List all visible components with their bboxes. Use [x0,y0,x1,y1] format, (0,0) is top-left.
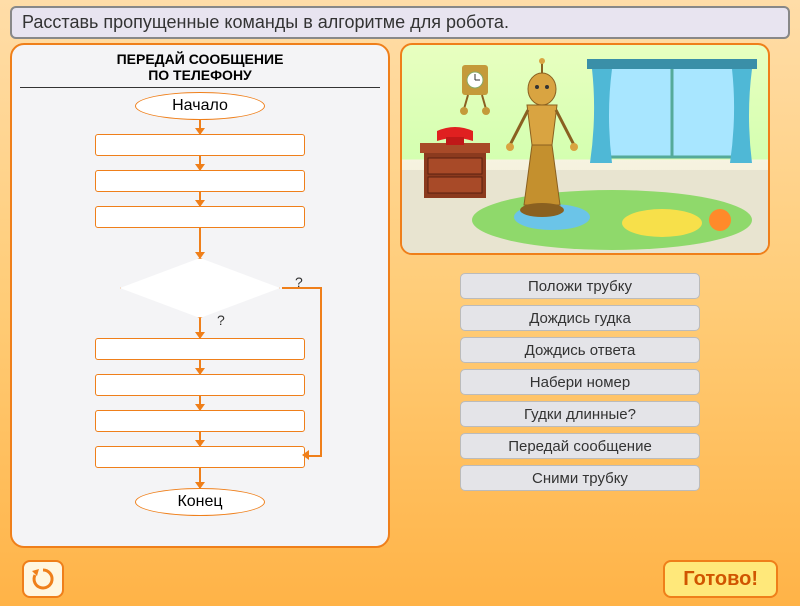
arrow [199,318,201,338]
done-label: Готово! [683,568,758,591]
main-area: ПЕРЕДАЙ СООБЩЕНИЕ ПО ТЕЛЕФОНУ Начало ? ? [0,43,800,553]
arrow [199,468,201,488]
scene-illustration [400,43,770,255]
arrow [199,228,201,258]
start-label: Начало [172,97,228,115]
command-item[interactable]: Сними трубку [460,465,700,491]
flow-header-line1: ПЕРЕДАЙ СООБЩЕНИЕ [24,51,376,67]
loop-line [308,455,322,457]
loop-line [320,287,322,457]
refresh-button[interactable] [22,560,64,598]
decision-node[interactable] [120,258,280,318]
arrow [199,360,201,374]
step-slot-2[interactable] [95,170,305,192]
end-label: Конец [177,493,222,511]
arrow [199,396,201,410]
loop-arrowhead [302,450,309,460]
step-slot-5[interactable] [95,374,305,396]
start-node: Начало [135,92,265,120]
arrow [199,156,201,170]
flow-canvas: Начало ? ? Конец [12,88,388,538]
step-slot-4[interactable] [95,338,305,360]
command-item[interactable]: Передай сообщение [460,433,700,459]
command-item[interactable]: Дождись ответа [460,337,700,363]
arrow [199,432,201,446]
bottom-toolbar: Готово! [0,561,800,601]
question-mark-below: ? [217,312,225,328]
command-item[interactable]: Дождись гудка [460,305,700,331]
flowchart-header: ПЕРЕДАЙ СООБЩЕНИЕ ПО ТЕЛЕФОНУ [20,45,380,88]
right-column: Положи трубку Дождись гудка Дождись отве… [400,43,790,553]
step-slot-7[interactable] [95,446,305,468]
command-item[interactable]: Набери номер [460,369,700,395]
done-button[interactable]: Готово! [663,560,778,598]
end-node: Конец [135,488,265,516]
step-slot-6[interactable] [95,410,305,432]
arrow [199,120,201,134]
flowchart-panel: ПЕРЕДАЙ СООБЩЕНИЕ ПО ТЕЛЕФОНУ Начало ? ? [10,43,390,548]
step-slot-1[interactable] [95,134,305,156]
loop-line [282,287,322,289]
step-slot-3[interactable] [95,206,305,228]
arrow [199,192,201,206]
instruction-title: Расставь пропущенные команды в алгоритме… [10,6,790,39]
refresh-icon [29,565,57,593]
flow-header-line2: ПО ТЕЛЕФОНУ [24,67,376,83]
command-item[interactable]: Гудки длинные? [460,401,700,427]
command-item[interactable]: Положи трубку [460,273,700,299]
command-list: Положи трубку Дождись гудка Дождись отве… [400,263,790,491]
